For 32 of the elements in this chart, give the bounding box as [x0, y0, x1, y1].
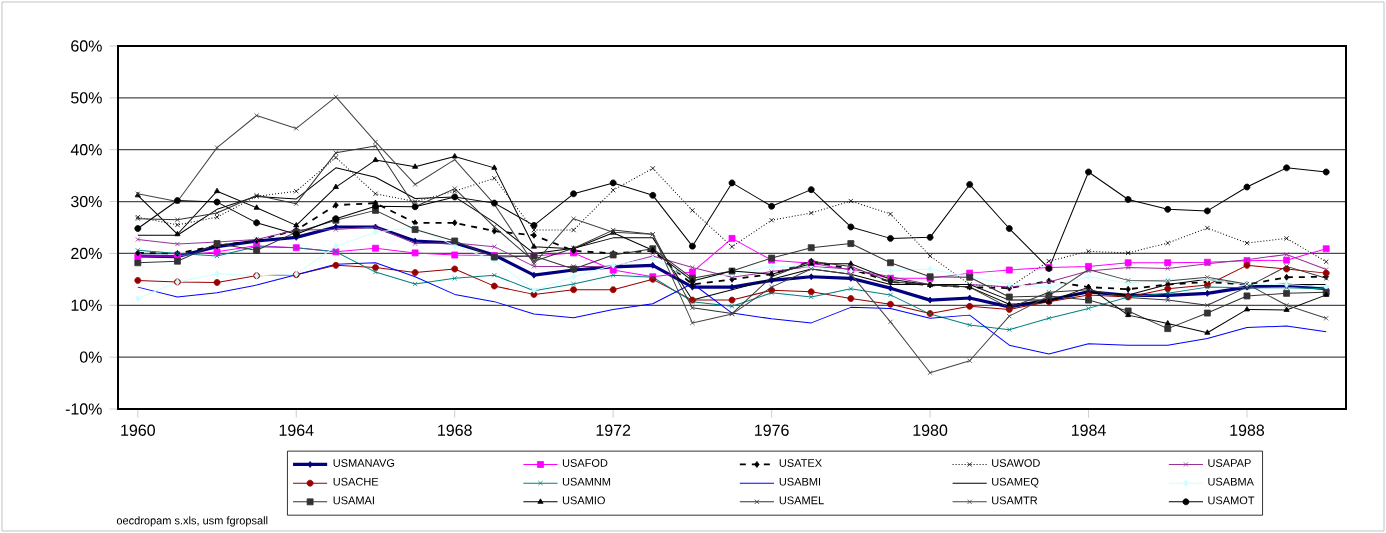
- legend-label: USAMIO: [562, 496, 605, 505]
- legend-label: USAPAP: [1208, 459, 1251, 467]
- x-tick-label: 1960: [121, 424, 155, 436]
- x-tick-label: 1964: [279, 424, 314, 436]
- y-tick-label: 20%: [71, 247, 102, 260]
- legend-label: USABMA: [1208, 477, 1254, 486]
- y-tick-label: 30%: [70, 195, 102, 208]
- legend-label: USAMTR: [992, 496, 1038, 505]
- legend-label: USAMEQ: [992, 477, 1039, 488]
- x-tick-label: 1968: [438, 424, 472, 436]
- x-tick-label: 1972: [596, 424, 631, 436]
- legend-label: USABMI: [779, 477, 821, 486]
- x-tick-label: 1976: [755, 424, 789, 436]
- x-tick-label: 1980: [913, 424, 948, 436]
- y-tick-label: -10%: [65, 403, 102, 415]
- legend-label: USMANAVG: [333, 459, 395, 467]
- y-tick-label: 40%: [70, 144, 102, 156]
- y-tick-label: 0%: [79, 351, 102, 363]
- x-tick-label: 1988: [1230, 424, 1265, 436]
- legend-label: USATEX: [779, 459, 822, 467]
- legend-label: USAFOD: [562, 459, 608, 467]
- legend-label: USAMNM: [562, 477, 611, 486]
- legend-label: USAMAI: [333, 496, 374, 505]
- y-tick-label: 50%: [71, 92, 102, 104]
- x-tick-label: 1984: [1071, 424, 1106, 436]
- legend-label: USAWOD: [992, 459, 1040, 467]
- legend-label: USACHE: [333, 477, 379, 486]
- text: oecdropam s.xls, usm fgropsall: [116, 516, 268, 527]
- y-tick-label: 60%: [71, 40, 102, 52]
- legend-label: USAMOT: [1208, 496, 1255, 505]
- y-tick-label: 10%: [71, 299, 102, 311]
- legend-label: USAMEL: [779, 496, 824, 505]
